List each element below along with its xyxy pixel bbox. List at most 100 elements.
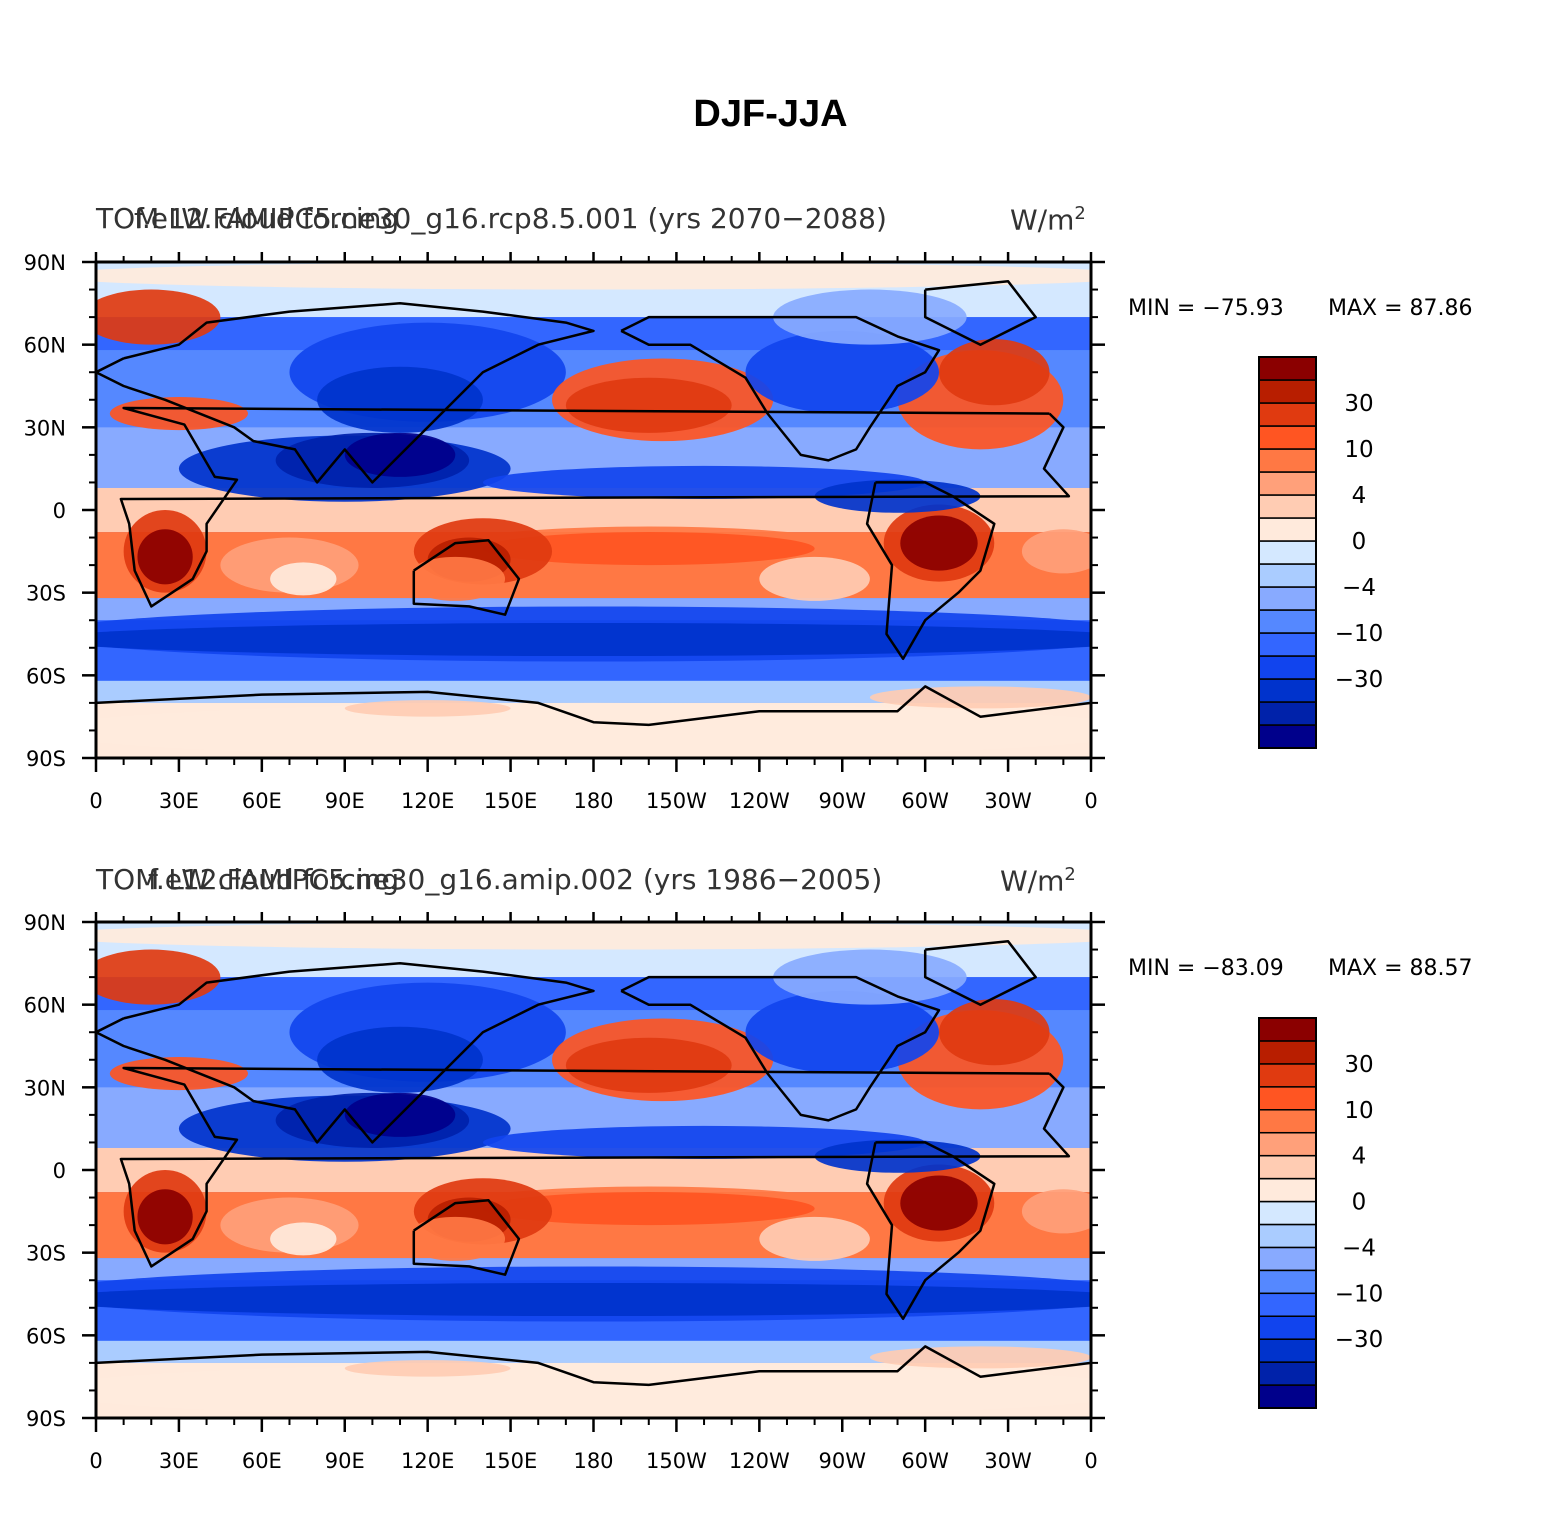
field-contour xyxy=(900,515,978,571)
coastline xyxy=(620,315,941,462)
figure-title: DJF-JJA xyxy=(693,93,848,135)
lon-label: 150W xyxy=(646,789,707,813)
colorbar-box xyxy=(1258,1338,1317,1363)
colorbar-box xyxy=(1258,1246,1317,1272)
lon-label: 60E xyxy=(242,1449,282,1473)
lon-label: 90W xyxy=(819,789,867,813)
coastline xyxy=(620,975,941,1122)
lat-label: 90N xyxy=(24,251,66,275)
coastline xyxy=(96,1345,1091,1387)
lat-label: 90S xyxy=(26,747,66,771)
lon-label: 120E xyxy=(401,1449,454,1473)
field-contour xyxy=(270,562,337,596)
coastline xyxy=(865,481,996,661)
field-contour xyxy=(482,465,926,499)
field-contour xyxy=(96,702,1091,758)
field-contour xyxy=(745,990,939,1074)
colorbar-label: 10 xyxy=(1344,437,1373,463)
field-band xyxy=(96,680,1091,703)
field-contour xyxy=(137,1189,193,1245)
lat-label: 30N xyxy=(24,416,66,440)
panel-units: W/m2 xyxy=(1010,205,1086,234)
coastline xyxy=(119,406,1071,608)
field-contour xyxy=(270,1222,337,1256)
colorbar-box xyxy=(1258,1109,1317,1134)
lon-label: 90E xyxy=(325,789,365,813)
units-base: W/m xyxy=(1000,864,1065,898)
min-label: MIN = −83.09 xyxy=(1128,956,1284,981)
lon-label: 30W xyxy=(984,1449,1032,1473)
lon-label: 0 xyxy=(1084,789,1097,813)
field-contour xyxy=(405,1216,506,1261)
units-exponent: 2 xyxy=(1074,203,1086,224)
lat-label: 60N xyxy=(24,334,66,358)
field-contour xyxy=(109,1057,249,1091)
panel-title-center: f.e12.FAMIPC5.ne30_g16.amip.002 (yrs 198… xyxy=(148,863,883,896)
units-exponent: 2 xyxy=(1064,864,1076,885)
field-band xyxy=(96,1340,1091,1363)
lon-label: 60W xyxy=(901,789,949,813)
colorbar-box xyxy=(1258,1315,1317,1340)
field-contour xyxy=(759,556,870,601)
field-contour xyxy=(1021,529,1091,574)
lat-label: 60S xyxy=(26,1324,66,1348)
colorbar-label: 30 xyxy=(1344,1052,1373,1078)
field-contour xyxy=(773,289,967,345)
min-label: MIN = −75.93 xyxy=(1128,296,1284,321)
colorbar-label: 0 xyxy=(1352,529,1367,555)
field-contour xyxy=(482,532,815,566)
colorbar-box xyxy=(1258,1040,1317,1065)
contour-field xyxy=(96,922,1091,1418)
coastline xyxy=(119,1066,1071,1268)
lat-label: 0 xyxy=(53,499,66,523)
colorbar-box xyxy=(1258,1361,1317,1386)
lon-label: 0 xyxy=(89,1449,102,1473)
colorbar-label: 4 xyxy=(1352,1144,1367,1170)
field-contour xyxy=(759,1216,870,1261)
field-contour xyxy=(96,262,1091,290)
field-contour xyxy=(317,366,483,433)
coastline xyxy=(96,685,1091,727)
lon-label: 150E xyxy=(484,789,537,813)
lon-label: 150E xyxy=(484,1449,537,1473)
lat-label: 30S xyxy=(26,1242,66,1266)
lat-label: 60S xyxy=(26,664,66,688)
lat-label: 0 xyxy=(53,1159,66,1183)
field-contour xyxy=(96,1362,1091,1418)
colorbar-box xyxy=(1258,1017,1317,1042)
field-contour xyxy=(565,1037,732,1093)
colorbar-box xyxy=(1258,1131,1317,1157)
colorbar-label: 30 xyxy=(1344,391,1373,417)
coastline xyxy=(923,940,1037,1006)
field-contour xyxy=(482,1125,926,1159)
colorbar-frame xyxy=(1258,356,1317,749)
field-contour xyxy=(938,999,1050,1066)
lon-label: 90E xyxy=(325,1449,365,1473)
field-contour xyxy=(96,622,1091,657)
max-label: MAX = 87.86 xyxy=(1328,296,1473,321)
colorbar-label: 4 xyxy=(1352,483,1367,509)
lon-label: 90W xyxy=(819,1449,867,1473)
lat-label: 30S xyxy=(26,582,66,606)
colorbar-label: −10 xyxy=(1335,1281,1384,1307)
lon-label: 60E xyxy=(242,789,282,813)
map-panel-rcp85: 0 30E 60E 90E 120E 150E 180 150W 120W 90W 60W 30W 0 9… xyxy=(0,0,1541,814)
panel-title-left: TOM LW cloud forcing xyxy=(96,202,400,235)
lon-label: 0 xyxy=(1084,1449,1097,1473)
field-contour xyxy=(344,1360,511,1377)
colorbar-label: 0 xyxy=(1352,1190,1367,1216)
field-contour xyxy=(109,397,249,431)
colorbar-label: −4 xyxy=(1342,1235,1376,1261)
field-contour xyxy=(1021,1189,1091,1234)
colorbar-frame xyxy=(1258,1017,1317,1409)
coastline xyxy=(412,1199,521,1276)
map-panel-amip: 0 30E 60E 90E 120E 150E 180 150W 120W 90W 60W 30W 0 9… xyxy=(0,0,1541,1474)
lat-label: 90N xyxy=(24,911,66,935)
lon-label: 30E xyxy=(159,789,199,813)
field-contour xyxy=(482,1192,815,1226)
coastlines xyxy=(96,280,1091,727)
field-contour xyxy=(745,330,939,414)
colorbar-label: −30 xyxy=(1335,1327,1384,1353)
panel-units: W/m2 xyxy=(1000,866,1076,895)
